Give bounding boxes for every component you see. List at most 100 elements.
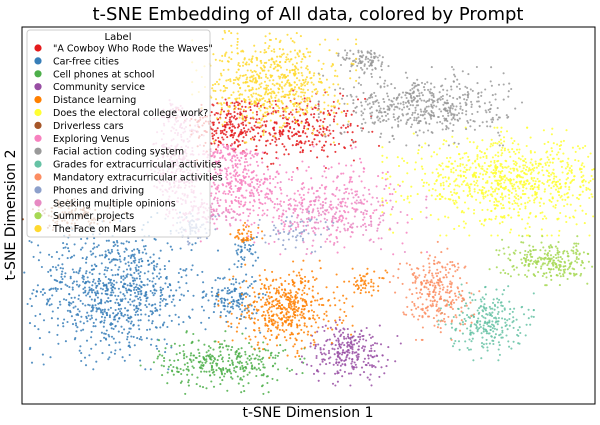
scatter-point xyxy=(269,133,272,136)
scatter-point xyxy=(334,150,337,153)
scatter-point xyxy=(301,314,304,317)
scatter-point xyxy=(496,234,499,237)
scatter-point xyxy=(512,169,515,172)
scatter-point xyxy=(175,289,178,292)
scatter-point xyxy=(262,348,265,351)
scatter-point xyxy=(371,343,375,347)
scatter-point xyxy=(355,95,358,98)
scatter-point xyxy=(255,354,259,357)
scatter-point xyxy=(298,274,301,277)
scatter-point xyxy=(61,263,64,266)
scatter-point xyxy=(100,320,103,323)
scatter-point xyxy=(441,128,444,131)
scatter-point xyxy=(585,188,588,191)
scatter-point xyxy=(587,155,590,158)
scatter-point xyxy=(94,343,97,346)
scatter-point xyxy=(355,366,358,369)
scatter-point xyxy=(41,353,44,356)
scatter-point xyxy=(185,330,188,333)
scatter-point xyxy=(516,169,519,172)
scatter-point xyxy=(475,198,478,201)
scatter-point xyxy=(557,190,561,194)
scatter-point xyxy=(452,68,455,71)
scatter-point xyxy=(114,264,117,267)
scatter-point xyxy=(296,314,299,317)
scatter-point xyxy=(297,135,301,138)
scatter-point xyxy=(234,162,237,166)
scatter-point xyxy=(225,130,228,133)
scatter-point xyxy=(466,137,469,140)
scatter-point xyxy=(312,116,315,119)
scatter-point xyxy=(129,293,132,297)
scatter-point xyxy=(124,262,127,265)
scatter-point xyxy=(210,111,213,114)
scatter-point xyxy=(451,162,454,165)
scatter-point xyxy=(77,294,81,297)
scatter-point xyxy=(133,248,136,251)
scatter-point xyxy=(85,317,88,320)
scatter-point xyxy=(301,160,304,163)
scatter-point xyxy=(210,185,213,188)
scatter-point xyxy=(278,302,281,305)
scatter-point xyxy=(490,138,493,141)
scatter-point xyxy=(128,341,131,344)
scatter-point xyxy=(516,202,519,205)
scatter-point xyxy=(461,163,464,166)
scatter-point xyxy=(124,287,127,290)
scatter-point xyxy=(381,115,384,118)
scatter-point xyxy=(252,308,256,311)
scatter-point xyxy=(337,162,341,165)
scatter-point xyxy=(229,185,233,188)
scatter-point xyxy=(469,118,472,122)
scatter-point xyxy=(239,143,242,146)
scatter-point xyxy=(425,251,429,254)
scatter-point xyxy=(523,193,526,196)
scatter-point xyxy=(283,223,286,226)
scatter-point xyxy=(99,308,102,311)
scatter-point xyxy=(141,260,144,263)
scatter-point xyxy=(177,370,180,374)
scatter-point xyxy=(287,316,290,319)
scatter-point xyxy=(461,156,464,159)
scatter-point xyxy=(76,312,79,316)
scatter-point xyxy=(129,298,132,301)
scatter-point xyxy=(296,168,299,171)
scatter-point xyxy=(489,145,492,148)
scatter-point xyxy=(415,94,418,98)
scatter-point xyxy=(395,200,398,203)
scatter-point xyxy=(430,117,433,120)
scatter-point xyxy=(452,167,455,170)
scatter-point xyxy=(240,263,243,266)
scatter-point xyxy=(37,259,40,262)
scatter-point xyxy=(75,330,78,333)
scatter-point xyxy=(455,145,459,148)
scatter-point xyxy=(512,167,515,170)
scatter-point xyxy=(326,109,330,112)
scatter-point xyxy=(231,346,234,349)
scatter-point xyxy=(310,216,313,219)
scatter-point xyxy=(155,326,158,329)
scatter-point xyxy=(494,141,497,145)
scatter-point xyxy=(210,290,213,293)
scatter-point xyxy=(84,281,88,284)
scatter-point xyxy=(90,268,93,271)
scatter-point xyxy=(495,113,498,116)
scatter-point xyxy=(300,355,303,358)
scatter-point xyxy=(140,257,143,260)
scatter-point xyxy=(354,280,358,283)
scatter-point xyxy=(350,362,353,365)
scatter-point xyxy=(515,197,518,200)
scatter-point xyxy=(389,213,392,216)
scatter-point xyxy=(443,107,446,111)
scatter-point xyxy=(254,152,257,156)
scatter-point xyxy=(570,169,573,172)
scatter-point xyxy=(564,198,567,201)
scatter-point xyxy=(58,300,61,303)
scatter-point xyxy=(137,290,140,293)
scatter-point xyxy=(413,82,417,85)
scatter-point xyxy=(552,168,555,171)
scatter-point xyxy=(412,96,415,99)
scatter-point xyxy=(95,286,98,289)
scatter-point xyxy=(317,370,320,373)
scatter-point xyxy=(272,299,275,302)
